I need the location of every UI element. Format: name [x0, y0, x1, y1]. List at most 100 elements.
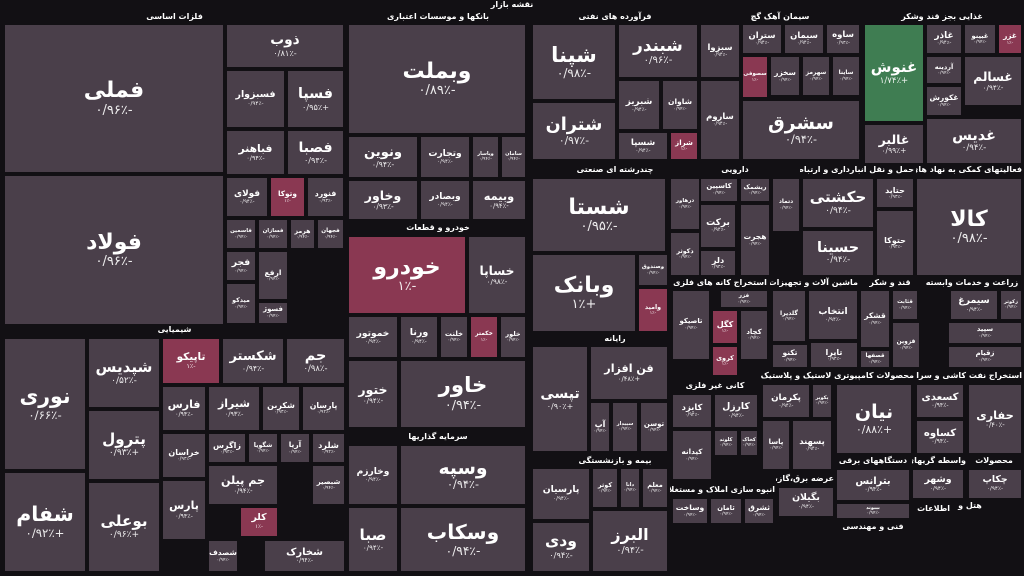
stock-symbol: شکستر — [229, 349, 277, 364]
stock-symbol: حفاری — [976, 407, 1014, 422]
price-change: -۰/۹۴٪ — [779, 205, 793, 211]
price-change: -۰/۹۴٪ — [798, 504, 814, 511]
price-change: +۰/۹۰٪ — [546, 402, 574, 412]
stock-tile: خموتور -۰/۹۴٪ — [348, 316, 398, 358]
stock-symbol: فصبا — [298, 139, 333, 156]
sector-title: سرمایه گذاریها — [408, 432, 468, 441]
stock-symbol: ستران — [748, 30, 776, 41]
price-change: -۰/۹۴٪ — [784, 133, 818, 147]
stock-tile: غکورش -۰/۹۴٪ — [926, 86, 962, 116]
stock-tile: پکویر -۰/۹۴٪ — [812, 384, 832, 418]
stock-symbol: ساوه — [832, 30, 854, 41]
stock-tile: سپید -۰/۹۴٪ — [948, 322, 1022, 344]
stock-tile: زقیام -۰/۹۴٪ — [948, 346, 1022, 368]
price-change: -۰/۹۸٪ — [486, 276, 508, 286]
stock-tile: توسن -۰/۹۴٪ — [640, 402, 668, 452]
stock-tile: خراسان -۰/۹۴٪ — [162, 433, 206, 478]
stock-symbol: کساوه — [923, 427, 957, 439]
price-change: -۰/۹۴٪ — [234, 304, 248, 310]
price-change: -۰/۹۴٪ — [175, 512, 193, 520]
price-change: -۰/۹۴٪ — [685, 456, 699, 462]
price-change: -۰/۹۴٪ — [684, 411, 700, 418]
stock-tile: ستران -۰/۹۴٪ — [742, 24, 782, 54]
stock-symbol: انتخاب — [818, 306, 848, 317]
price-change: -۰/۹۴٪ — [931, 402, 949, 410]
stock-symbol: شصدف — [209, 548, 237, 558]
price-change: +۰/۴۸٪ — [617, 374, 641, 383]
stock-symbol: وخارزم — [356, 466, 390, 477]
stock-symbol: کوثر — [597, 480, 613, 489]
price-change: -۰/۹۴٪ — [684, 326, 698, 332]
stock-tile: شصدف -۰/۹۴٪ — [208, 540, 238, 572]
stock-symbol: زقیام — [975, 349, 995, 358]
stock-tile: سصوفی -۱٪ — [742, 56, 768, 98]
stock-symbol: پاسا — [768, 438, 784, 447]
stock-tile: خودرو -۱٪ — [348, 236, 466, 314]
stock-tile: آریا -۰/۹۴٪ — [280, 433, 310, 463]
price-change: -۰/۹۴٪ — [618, 427, 632, 433]
stock-symbol: دانا — [625, 481, 635, 488]
stock-tile: شراز -۱٪ — [670, 132, 698, 160]
stock-tile: بپیوند -۰/۹۴٪ — [836, 503, 910, 519]
sector-title: هتل و — [958, 501, 982, 510]
stock-symbol: غنوش — [870, 58, 918, 77]
price-change: -۰/۸۹٪ — [418, 83, 456, 99]
price-change: -۰/۹۴٪ — [839, 76, 853, 82]
stock-symbol: دتماد — [778, 199, 794, 206]
stock-symbol: کگل — [716, 319, 734, 329]
sector-title: سیمان آهک گچ — [750, 12, 810, 21]
stock-tile: سشرق -۰/۹۴٪ — [742, 100, 860, 160]
price-change: -۰/۹۴٪ — [978, 358, 992, 364]
stock-symbol: میدکو — [232, 297, 250, 305]
stock-symbol: دکوثر — [676, 247, 694, 255]
sector-title: غذایی بجز قند وشکر — [901, 12, 983, 21]
sector-title: رایانه — [604, 334, 626, 343]
stock-tile: دلر -۰/۹۴٪ — [700, 250, 736, 276]
stock-tile: غنوش +۱/۷۴٪ — [864, 24, 924, 122]
price-change: -۰/۹۴٪ — [899, 345, 913, 351]
stock-tile: وخاور -۰/۹۳٪ — [348, 180, 418, 220]
stock-symbol: پارسیان — [542, 484, 580, 496]
stock-symbol: حتاید — [885, 185, 905, 195]
sector-title: استخراج کانه های فلزی — [673, 278, 767, 287]
price-change: -۰/۹۴٪ — [598, 489, 612, 495]
price-change: -۰/۹۴٪ — [782, 316, 796, 322]
stock-tile: ساینا -۰/۹۴٪ — [832, 56, 860, 96]
price-change: -۱٪ — [480, 337, 488, 343]
stock-tile: جم -۰/۹۸٪ — [286, 338, 345, 384]
stock-symbol: خراسان — [168, 448, 200, 458]
price-change: -۰/۹۴٪ — [673, 106, 687, 112]
stock-symbol: ریشمک — [743, 183, 767, 191]
stock-symbol: فسپا — [298, 86, 333, 103]
stock-symbol: وامید — [644, 303, 662, 311]
stock-symbol: غبینو — [971, 31, 989, 40]
price-change: -۰/۹۴٪ — [769, 446, 783, 452]
stock-tile: شستا -۰/۹۵٪ — [532, 178, 666, 252]
sector-title: زراعت و خدمات وابسته — [925, 278, 1019, 287]
price-change: +۰/۹۶٪ — [108, 530, 140, 541]
price-change: -۰/۹۴٪ — [796, 39, 812, 46]
stock-symbol: شسپا — [630, 137, 656, 148]
stock-symbol: ورنا — [409, 327, 429, 339]
stock-symbol: آریا — [288, 440, 302, 450]
stock-tile: خکمتر -۱٪ — [470, 316, 498, 358]
price-change: -۰/۹۴٪ — [966, 307, 982, 314]
stock-tile: فارس -۰/۹۴٪ — [162, 386, 206, 431]
stock-tile: سهرمز -۰/۹۴٪ — [802, 56, 830, 96]
stock-tile: کچاد -۰/۹۴٪ — [740, 310, 768, 360]
stock-symbol: کلر — [251, 512, 267, 524]
stock-symbol: سصوفی — [743, 71, 767, 78]
map-title: نقشه بازار — [490, 0, 534, 9]
stock-symbol: معلم — [647, 480, 663, 489]
sector-title: بیمه و بازنشستگی — [578, 456, 652, 465]
stock-symbol: فسازان — [262, 228, 284, 235]
stock-symbol: جم — [304, 347, 327, 364]
price-change: -۰/۹۴٪ — [362, 396, 384, 406]
stock-symbol: غزر — [1003, 31, 1017, 41]
price-change: -۰/۹۴٪ — [444, 397, 482, 413]
stock-symbol: بترانس — [855, 475, 891, 487]
stock-tile: کیدانه -۰/۹۴٪ — [672, 430, 712, 480]
stock-symbol: ثشرق — [748, 503, 770, 513]
stock-tile: کوثر -۰/۹۴٪ — [592, 468, 618, 508]
price-change: -۰/۹۴٪ — [961, 143, 987, 154]
